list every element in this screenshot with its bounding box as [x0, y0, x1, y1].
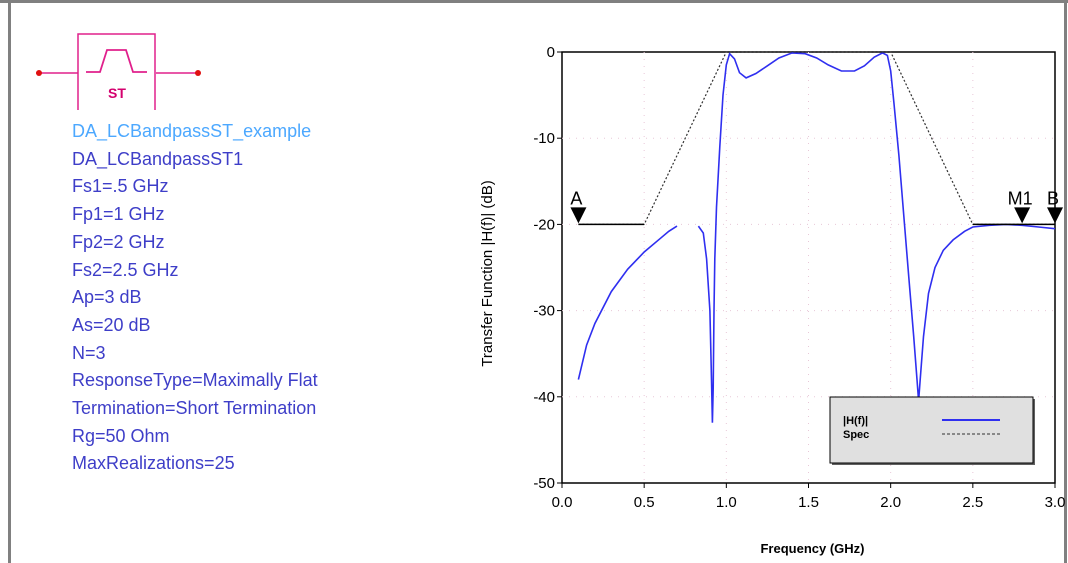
x-tick-label: 0.0 — [552, 494, 573, 511]
y-tick-label: -40 — [533, 389, 555, 406]
marker-label: M1 — [1008, 188, 1033, 208]
marker-label: B — [1047, 188, 1059, 208]
x-axis-label: Frequency (GHz) — [760, 541, 864, 556]
marker-label: A — [570, 188, 582, 208]
y-tick-label: -50 — [533, 475, 555, 492]
y-tick-label: -10 — [533, 130, 555, 147]
x-tick-label: 2.0 — [880, 494, 901, 511]
x-tick-label: 0.5 — [634, 494, 655, 511]
x-tick-label: 1.5 — [798, 494, 819, 511]
y-tick-label: -20 — [533, 216, 555, 233]
legend-label: Spec — [843, 429, 869, 441]
y-axis-label: Transfer Function |H(f)| (dB) — [479, 180, 496, 366]
x-tick-label: 2.5 — [962, 494, 983, 511]
x-tick-label: 1.0 — [716, 494, 737, 511]
y-tick-label: -30 — [533, 303, 555, 320]
x-tick-label: 3.0 — [1045, 494, 1066, 511]
y-tick-label: 0 — [547, 44, 555, 61]
legend-label: |H(f)| — [843, 415, 868, 427]
legend: |H(f)| Spec — [830, 397, 1035, 465]
